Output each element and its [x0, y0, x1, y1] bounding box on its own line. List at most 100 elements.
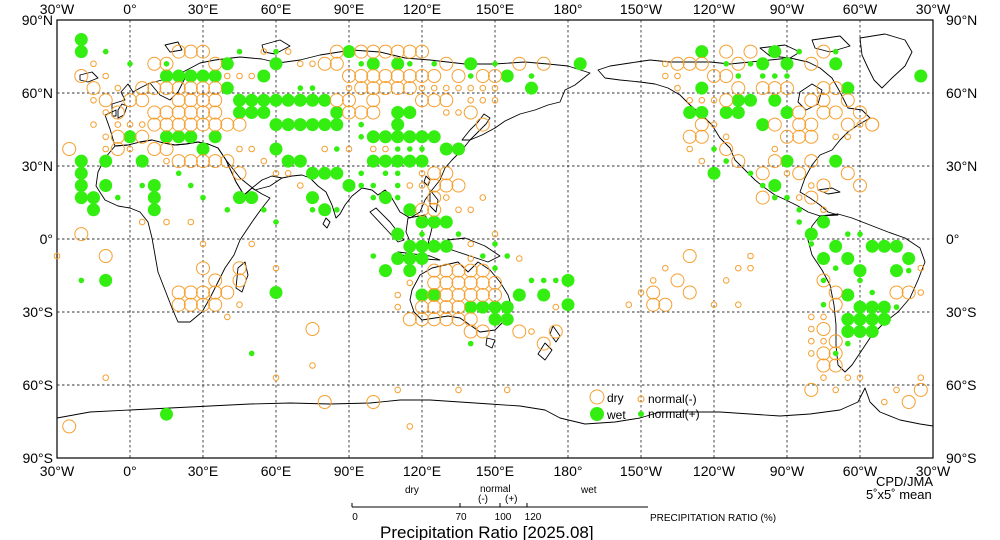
dry-marker	[767, 117, 782, 132]
dry-marker	[451, 263, 466, 278]
dry-marker	[694, 117, 709, 132]
wet-marker	[780, 106, 794, 119]
dry-marker	[342, 93, 356, 108]
wet-marker	[890, 239, 903, 253]
dry-marker	[828, 334, 843, 349]
wet-marker	[208, 130, 222, 144]
wet-marker	[306, 191, 319, 205]
normal-plus-marker	[735, 73, 742, 79]
dry-marker	[427, 69, 442, 83]
coastline-novaya-zemlya	[261, 39, 291, 55]
dry-marker	[767, 154, 782, 169]
wet-marker	[829, 154, 843, 168]
legend: dry wet normal(-) normal(+)	[589, 389, 700, 422]
legend-dry-symbol	[589, 389, 605, 405]
dry-marker	[475, 288, 490, 302]
normal-minus-marker	[187, 218, 195, 226]
normal-minus-marker	[102, 72, 109, 80]
wet-marker	[379, 264, 392, 278]
dry-marker	[792, 105, 807, 120]
lon-label-top: 90°E	[334, 1, 365, 17]
credit-grid: 5˚x5˚ mean	[866, 487, 932, 502]
normal-minus-marker	[808, 313, 815, 321]
normal-minus-marker	[795, 194, 803, 201]
wet-marker	[841, 81, 855, 95]
normal-minus-marker	[443, 194, 450, 201]
coastline-north-america	[597, 57, 871, 217]
wet-marker	[853, 264, 867, 278]
wet-marker	[233, 93, 246, 107]
legend-wet-symbol	[590, 407, 604, 421]
normal-minus-marker	[248, 145, 255, 153]
normal-minus-marker	[236, 301, 243, 309]
dry-marker	[853, 105, 867, 120]
normal-plus-marker	[115, 194, 121, 201]
dry-marker	[682, 285, 697, 300]
wet-marker	[391, 106, 405, 119]
normal-plus-marker	[759, 182, 766, 189]
normal-minus-marker	[722, 277, 730, 284]
normal-minus-marker	[455, 84, 462, 92]
dry-marker	[816, 322, 831, 336]
dry-marker	[208, 154, 223, 169]
lat-label-left: 30°N	[22, 158, 53, 174]
normal-minus-marker	[248, 72, 255, 80]
wet-marker	[269, 286, 283, 299]
wet-marker	[99, 179, 113, 192]
dry-marker	[171, 117, 186, 132]
normal-plus-marker	[480, 253, 486, 259]
dry-marker	[183, 285, 198, 300]
dry-marker	[390, 81, 405, 96]
normal-minus-marker	[418, 182, 426, 189]
dry-marker	[159, 81, 174, 96]
dry-marker	[889, 285, 904, 300]
dry-marker	[366, 395, 381, 409]
legend-wet-label: wet	[606, 408, 626, 422]
wet-marker	[865, 325, 879, 338]
normal-minus-marker	[808, 325, 815, 333]
wet-marker	[147, 179, 161, 192]
dry-marker	[512, 56, 527, 71]
normal-plus-marker	[358, 61, 365, 67]
wet-marker	[379, 130, 392, 144]
normal-minus-marker	[102, 145, 109, 153]
lon-label-top: 150°E	[476, 1, 514, 17]
coastline-greenland	[859, 33, 913, 89]
dry-marker	[670, 56, 685, 71]
normal-minus-marker	[893, 386, 900, 394]
dry-marker	[840, 166, 855, 181]
normal-minus-marker	[686, 145, 694, 153]
lon-label-bottom: 90°W	[770, 463, 805, 479]
lon-label-top: 120°W	[693, 1, 736, 17]
dry-marker	[427, 93, 442, 108]
wet-marker	[476, 300, 490, 314]
dry-marker	[548, 324, 563, 339]
normal-plus-marker	[309, 85, 316, 91]
normal-plus-marker	[139, 182, 145, 189]
scale-tick-70: 70	[455, 512, 467, 523]
dry-marker	[488, 69, 502, 83]
dry-marker	[183, 297, 198, 312]
normal-minus-marker	[479, 194, 487, 201]
coastline-arabia	[225, 159, 283, 191]
wet-marker	[233, 106, 246, 119]
wet-marker	[415, 288, 429, 302]
dry-marker	[780, 129, 794, 144]
wet-marker	[464, 300, 478, 314]
legend-normal-plus-symbol	[638, 411, 644, 417]
normal-minus-marker	[735, 264, 742, 272]
wet-marker	[160, 69, 173, 83]
normal-minus-marker	[406, 423, 414, 430]
wet-marker	[865, 312, 879, 326]
dry-marker	[183, 117, 198, 132]
normal-plus-marker	[869, 289, 875, 296]
normal-minus-marker	[138, 218, 146, 226]
wet-marker	[257, 93, 271, 107]
dry-marker	[670, 273, 685, 288]
dry-marker	[792, 129, 807, 144]
wet-marker	[172, 69, 186, 83]
dry-marker	[86, 81, 101, 96]
dry-marker	[354, 105, 369, 120]
wet-marker	[196, 69, 210, 83]
dry-marker	[828, 297, 843, 312]
